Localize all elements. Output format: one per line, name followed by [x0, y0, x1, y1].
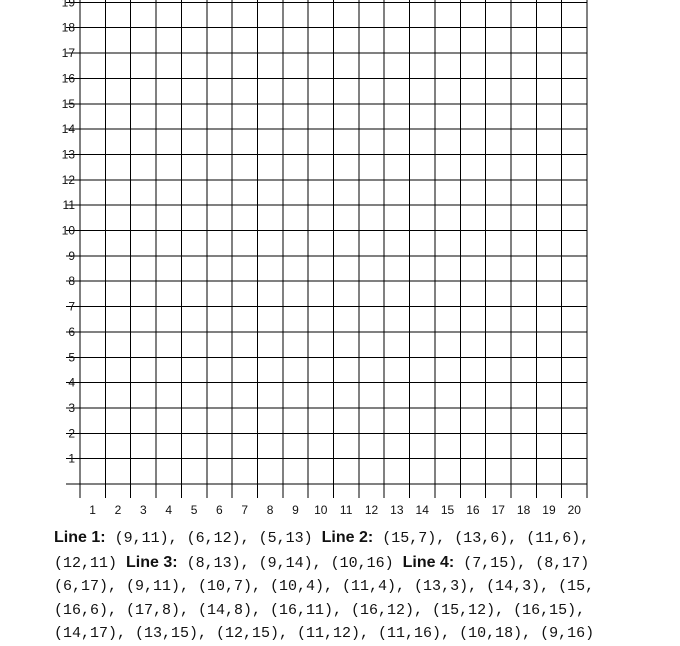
line-2-label: Line 2:: [321, 529, 374, 546]
x-tick-label: 11: [340, 503, 353, 517]
y-tick-label: 15: [62, 97, 76, 111]
y-tick-label: 3: [68, 401, 75, 415]
coordinate-grid: 1 2 3 4 5 6 7 8 9 10 11 12 13 14 15 16 17 18 19 20 12345678…: [62, 0, 588, 517]
y-tick-label: 14: [62, 122, 76, 136]
line-2-points: (15,7), (13,6), (11,6), (12,11): [54, 530, 590, 572]
grid-lines: [66, 0, 588, 498]
y-tick-label: 8: [68, 274, 75, 288]
line-3-label: Line 3:: [126, 553, 178, 571]
y-tick-label: 4: [68, 376, 75, 390]
x-tick-label: 18: [517, 503, 531, 517]
y-tick-label: 11: [63, 198, 76, 212]
x-tick-label: 12: [365, 503, 379, 517]
x-tick-label: 2: [115, 503, 122, 517]
line-1-points: (9,11), (6,12), (5,13): [114, 530, 322, 547]
x-tick-label: 6: [216, 503, 223, 517]
x-tick-label: 13: [390, 503, 404, 517]
x-tick-label: 15: [441, 503, 455, 517]
y-tick-label: 6: [68, 325, 75, 339]
y-tick-label: 17: [62, 46, 76, 60]
x-tick-label: 17: [492, 503, 506, 517]
x-tick-label: 5: [191, 503, 198, 517]
y-tick-label: 18: [62, 21, 76, 35]
line-1-label: Line 1:: [54, 529, 106, 546]
plotting-instructions: Line 1: (9,11), (6,12), (5,13) Line 2: (…: [54, 526, 664, 646]
x-tick-label: 10: [314, 503, 328, 517]
y-tick-label: 7: [68, 300, 75, 314]
y-tick-label: 19: [62, 0, 76, 9]
y-tick-label: 9: [68, 249, 75, 263]
y-tick-label: 13: [62, 147, 76, 161]
x-tick-label: 3: [140, 503, 147, 517]
x-tick-label: 20: [568, 503, 582, 517]
x-tick-label: 14: [416, 503, 430, 517]
x-tick-label: 4: [165, 503, 172, 517]
line-3-points: (8,13), (9,14), (10,16): [186, 554, 403, 572]
x-tick-label: 1: [89, 503, 96, 517]
x-axis-tick-labels: 1 2 3 4 5 6 7 8 9 10 11 12 13 14 15 16 17 18 19 20: [89, 503, 581, 517]
x-tick-label: 9: [292, 503, 299, 517]
y-tick-label: 5: [68, 350, 75, 364]
y-tick-label: 12: [62, 173, 76, 187]
y-tick-label: 10: [62, 224, 76, 238]
x-tick-label: 7: [241, 503, 248, 517]
x-tick-label: 19: [542, 503, 556, 517]
y-tick-label: 16: [62, 71, 76, 85]
x-tick-label: 16: [466, 503, 480, 517]
x-tick-label: 8: [267, 503, 274, 517]
y-tick-label: 2: [68, 426, 75, 440]
y-tick-label: 1: [68, 452, 75, 466]
line-4-label: Line 4:: [402, 553, 455, 571]
